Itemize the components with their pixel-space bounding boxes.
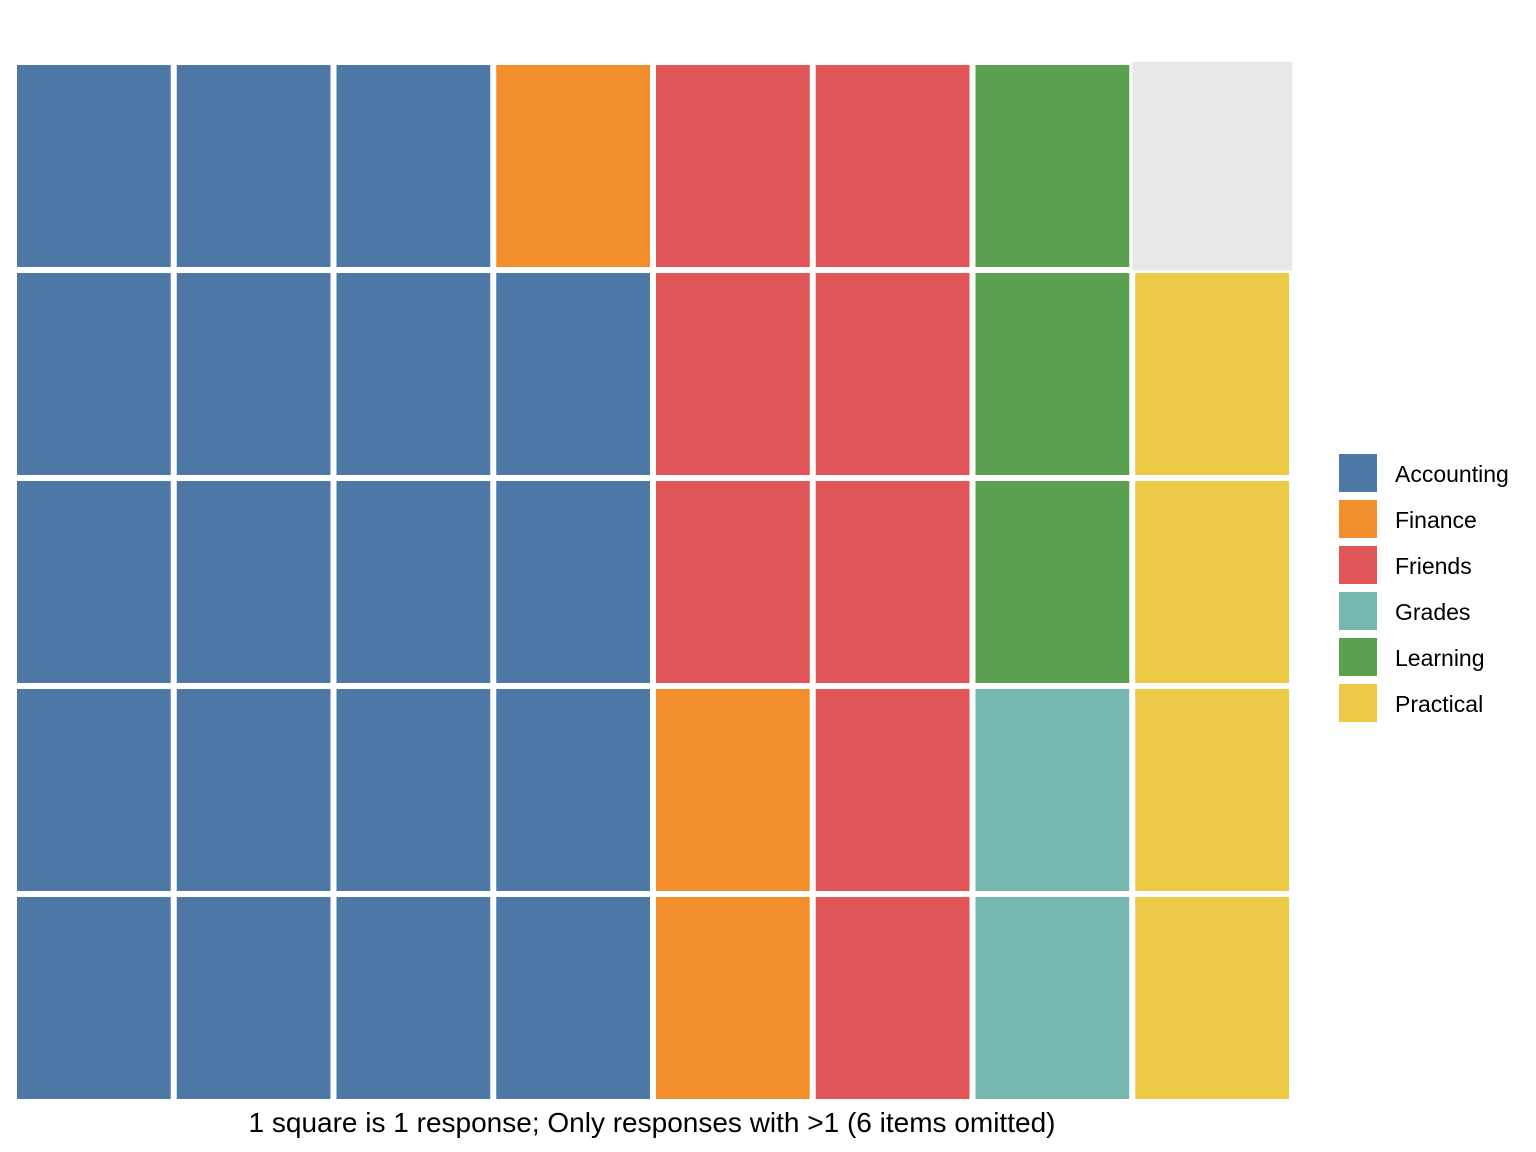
waffle-cell-accounting [496, 689, 650, 891]
waffle-cell-finance [496, 65, 650, 267]
waffle-cell-learning [975, 65, 1130, 267]
legend-label-finance: Finance [1395, 507, 1477, 533]
waffle-cell-friends [656, 65, 810, 267]
legend-label-accounting: Accounting [1395, 461, 1509, 487]
waffle-cell-accounting [496, 897, 650, 1099]
waffle-cell-grades [975, 897, 1130, 1099]
waffle-cell-accounting [176, 65, 331, 267]
waffle-cell-grades [975, 689, 1130, 891]
legend-swatch-finance [1337, 498, 1379, 540]
legend-label-learning: Learning [1395, 645, 1485, 671]
waffle-grid [17, 62, 1293, 1099]
waffle-cell-accounting [17, 689, 171, 891]
legend-swatch-grades [1337, 590, 1379, 632]
waffle-cell-practical [1135, 689, 1289, 891]
waffle-cell-accounting [336, 65, 491, 267]
waffle-cell-accounting [336, 273, 491, 475]
waffle-cell-friends [815, 689, 970, 891]
waffle-cell-practical [1135, 273, 1289, 475]
legend-swatch-friends [1337, 544, 1379, 586]
waffle-cell-friends [656, 481, 810, 683]
waffle-cell-accounting [17, 273, 171, 475]
waffle-cell-accounting [496, 273, 650, 475]
waffle-cell-accounting [176, 689, 331, 891]
waffle-cell-learning [975, 481, 1130, 683]
waffle-cell-friends [815, 273, 970, 475]
waffle-cell-practical [1135, 897, 1289, 1099]
waffle-cell-accounting [336, 897, 491, 1099]
waffle-cell-accounting [176, 897, 331, 1099]
waffle-cell-accounting [17, 65, 171, 267]
waffle-cell-accounting [176, 273, 331, 475]
waffle-cell-friends [815, 65, 970, 267]
waffle-cell-accounting [17, 897, 171, 1099]
waffle-cell-accounting [496, 481, 650, 683]
legend-label-grades: Grades [1395, 599, 1470, 625]
waffle-cell-empty [1132, 62, 1293, 271]
chart-caption: 1 square is 1 response; Only responses w… [249, 1107, 1056, 1138]
legend-label-practical: Practical [1395, 691, 1483, 717]
waffle-cell-finance [656, 689, 810, 891]
waffle-cell-accounting [17, 481, 171, 683]
legend: Accounting Finance Friends Grades Learning Pr… [1337, 452, 1509, 724]
legend-swatch-practical [1337, 682, 1379, 724]
waffle-cell-accounting [336, 481, 491, 683]
waffle-cell-accounting [336, 689, 491, 891]
legend-swatch-learning [1337, 636, 1379, 678]
waffle-cell-friends [656, 273, 810, 475]
waffle-cell-accounting [176, 481, 331, 683]
legend-swatch-accounting [1337, 452, 1379, 494]
legend-label-friends: Friends [1395, 553, 1472, 579]
waffle-cell-practical [1135, 481, 1289, 683]
waffle-cell-friends [815, 481, 970, 683]
waffle-cell-finance [656, 897, 810, 1099]
waffle-cell-learning [975, 273, 1130, 475]
waffle-cell-friends [815, 897, 970, 1099]
